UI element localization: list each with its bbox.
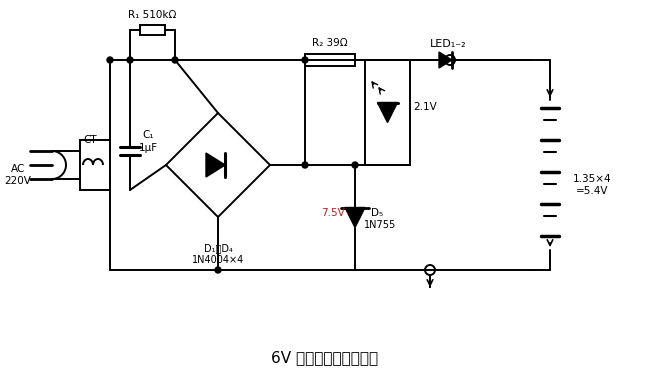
Text: 1N755: 1N755 — [364, 220, 396, 230]
Text: 6V 镍镉电池充电器电路: 6V 镍镉电池充电器电路 — [271, 350, 379, 365]
Circle shape — [215, 267, 221, 273]
Text: C₁: C₁ — [142, 130, 154, 140]
Bar — [305, 54, 355, 66]
Text: CT: CT — [83, 135, 97, 145]
Circle shape — [352, 162, 358, 168]
Polygon shape — [378, 103, 398, 123]
Circle shape — [302, 57, 308, 63]
Text: 7.5V: 7.5V — [321, 208, 345, 217]
Polygon shape — [206, 153, 225, 177]
Text: D₁～D₄: D₁～D₄ — [204, 243, 232, 253]
Circle shape — [172, 57, 178, 63]
Bar — [80, 140, 110, 190]
Polygon shape — [439, 52, 452, 68]
Text: 2.1V: 2.1V — [413, 103, 437, 112]
Text: LED₁₋₂: LED₁₋₂ — [430, 39, 466, 49]
Text: D₅: D₅ — [371, 208, 383, 217]
Circle shape — [127, 57, 133, 63]
Text: 1N4004×4: 1N4004×4 — [192, 255, 244, 265]
Text: 1.35×4
=5.4V: 1.35×4 =5.4V — [573, 174, 611, 196]
Text: R₁ 510kΩ: R₁ 510kΩ — [128, 10, 176, 20]
Text: R₂ 39Ω: R₂ 39Ω — [312, 38, 348, 48]
Bar — [365, 60, 410, 165]
Text: AC
220V: AC 220V — [5, 164, 31, 186]
Polygon shape — [345, 208, 365, 227]
Bar — [140, 25, 165, 35]
Circle shape — [107, 57, 113, 63]
Circle shape — [302, 162, 308, 168]
Text: 1μF: 1μF — [139, 143, 158, 153]
